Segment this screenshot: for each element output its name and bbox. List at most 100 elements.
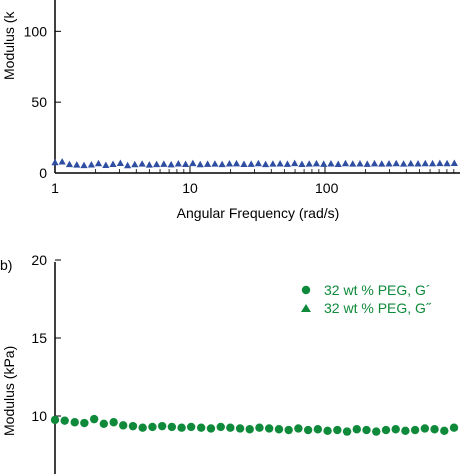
- panel-b-data-point: [333, 425, 342, 435]
- panel-b-data-point: [391, 425, 400, 434]
- panel-a-data-point: [247, 160, 255, 167]
- panel-a-data-point: [443, 159, 451, 167]
- panel-b-data-point: [255, 423, 264, 432]
- panel-a-x-tick-label: 1: [51, 180, 59, 196]
- panel-a-data-point: [240, 160, 248, 167]
- panel-b-data-point: [352, 425, 361, 434]
- panel-b-data-point: [138, 423, 147, 432]
- panel-a-data-point: [153, 160, 161, 168]
- panel-b-data-point: [294, 424, 303, 433]
- panel-b-y-tick-label: 15: [31, 330, 47, 346]
- panel-b-data-point: [313, 425, 323, 434]
- panel-a-data-point: [283, 160, 292, 167]
- panel-b-data-point: [235, 424, 245, 433]
- panel-a-y-tick-label: 50: [31, 94, 47, 110]
- panel-a-data-point: [211, 160, 219, 167]
- panel-a-data-point: [145, 161, 153, 168]
- panel-b-data-point: [381, 425, 391, 435]
- panel-a-x-tick-label: 100: [315, 180, 339, 196]
- panel-b-legend: 32 wt % PEG, G´ 32 wt % PEG, G˝: [301, 282, 432, 316]
- panel-b: b) 10 15 20 Modulus (kPa) 32 wt % PEG, G´ …: [0, 252, 459, 474]
- panel-a-y-axis-title: Modulus (k: [1, 11, 17, 80]
- panel-a-data-point: [218, 160, 226, 168]
- panel-a-data-point: [261, 160, 270, 168]
- panel-a-data-point: [276, 160, 284, 167]
- panel-b-data-point: [216, 422, 225, 432]
- panel-a-data-point: [196, 160, 204, 168]
- panel-a-data-point: [436, 159, 444, 167]
- panel-b-data-point: [372, 427, 381, 436]
- legend-marker-g-double-prime: [301, 304, 311, 312]
- panel-a-data-point: [385, 160, 393, 167]
- panel-b-data-point: [196, 423, 206, 432]
- panel-a-data-point: [349, 160, 357, 167]
- panel-b-data-point: [274, 425, 284, 434]
- panel-a-data-point: [102, 161, 110, 168]
- panel-a-data-point: [51, 158, 59, 166]
- panel-b-data-point: [128, 421, 138, 431]
- panel-b-data-point: [401, 426, 410, 436]
- panel-b-data-point: [148, 422, 157, 432]
- panel-a-data-point: [131, 160, 139, 168]
- panel-a-x-ticks: 1 10 100: [51, 166, 455, 196]
- panel-b-y-tick-label: 10: [31, 408, 47, 424]
- panel-b-data-point: [118, 421, 128, 430]
- panel-a-data-point: [203, 160, 212, 167]
- panel-a-data-point: [58, 158, 66, 165]
- panel-a-data-point: [450, 159, 458, 166]
- panel-b-series-points: [50, 414, 459, 436]
- panel-b-data-point: [323, 426, 332, 436]
- panel-a-y-tick-label: 0: [39, 165, 47, 181]
- panel-a-data-point: [428, 159, 437, 167]
- panel-a-y-ticks: 0 50 100: [24, 23, 61, 181]
- panel-a-data-point: [320, 160, 328, 167]
- panel-a-x-axis-title: Angular Frequency (rad/s): [177, 205, 340, 221]
- panel-a-data-point: [370, 159, 379, 167]
- legend-label-g-double-prime: 32 wt % PEG, G˝: [324, 300, 432, 316]
- legend-label-g-prime: 32 wt % PEG, G´: [324, 282, 431, 298]
- panel-b-data-point: [80, 418, 89, 428]
- panel-a-data-point: [94, 159, 103, 167]
- panel-a-data-point: [399, 160, 408, 167]
- panel-a-series-points: [51, 158, 458, 169]
- panel-a-data-point: [232, 159, 241, 167]
- panel-b-data-point: [410, 425, 420, 435]
- panel-b-data-point: [440, 426, 449, 436]
- panel-a-data-point: [138, 160, 146, 167]
- panel-a-data-point: [407, 159, 415, 167]
- panel-a-data-point: [124, 161, 132, 169]
- panel-a-data-point: [392, 159, 400, 167]
- panel-a-y-tick-label: 100: [24, 23, 48, 39]
- panel-b-data-point: [342, 427, 352, 436]
- panel-b-data-point: [362, 425, 371, 435]
- panel-b-data-point: [430, 425, 439, 434]
- panel-b-y-tick-label: 20: [31, 252, 47, 268]
- panel-a-data-point: [116, 159, 124, 166]
- panel-a-data-point: [65, 160, 74, 168]
- panel-b-data-point: [50, 415, 60, 425]
- panel-a-data-point: [298, 160, 306, 167]
- panel-b-data-point: [60, 416, 69, 425]
- panel-a-data-point: [356, 160, 364, 167]
- panel-a-data-point: [80, 161, 88, 169]
- panel-b-data-point: [70, 418, 79, 427]
- panel-b-data-point: [99, 419, 109, 428]
- panel-b-data-point: [284, 425, 293, 435]
- panel-b-data-point: [245, 425, 254, 434]
- panel-b-data-point: [109, 418, 118, 427]
- panel-b-label: b): [0, 257, 12, 273]
- panel-a-data-point: [291, 159, 299, 167]
- panel-a-data-point: [327, 160, 335, 167]
- legend-marker-g-prime: [301, 285, 311, 295]
- panel-a-data-point: [225, 160, 234, 167]
- panel-a-data-point: [87, 161, 95, 168]
- panel-a-data-point: [312, 159, 321, 167]
- panel-a-x-tick-label: 10: [182, 180, 198, 196]
- panel-b-data-point: [264, 424, 274, 433]
- panel-a-data-point: [305, 160, 313, 167]
- panel-b-data-point: [226, 423, 235, 432]
- panel-a-data-point: [167, 160, 175, 168]
- panel-a-data-point: [189, 159, 197, 167]
